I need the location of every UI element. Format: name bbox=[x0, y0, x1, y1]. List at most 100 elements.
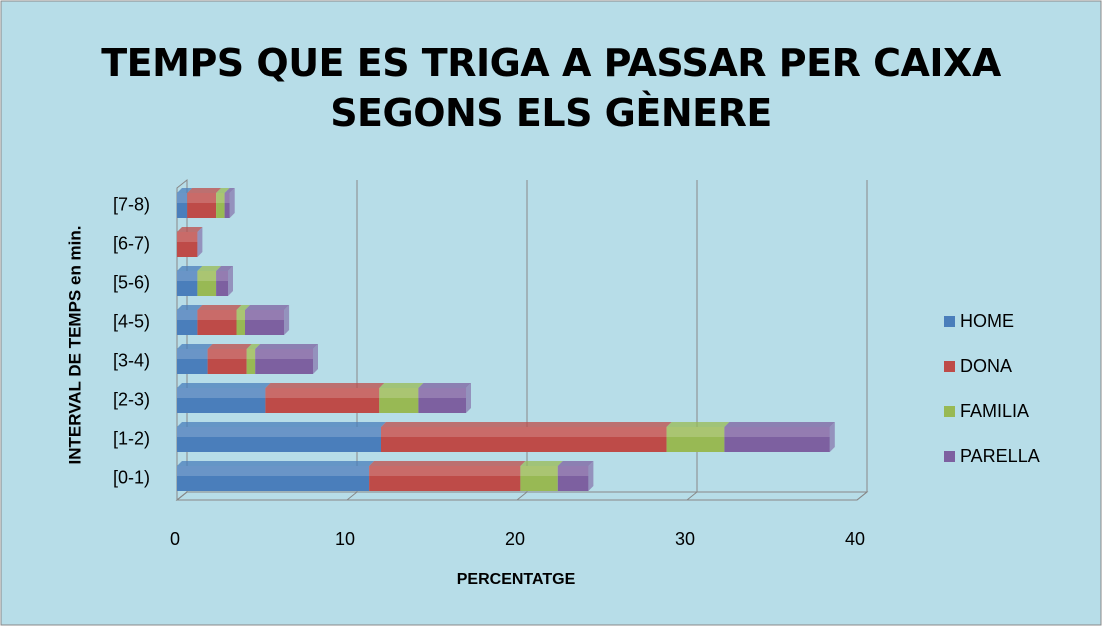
y-tick-label: [1-2) bbox=[113, 428, 150, 448]
bar bbox=[666, 427, 725, 452]
bar bbox=[197, 271, 217, 296]
x-tick-label: 20 bbox=[505, 529, 525, 549]
bar-top bbox=[246, 344, 261, 349]
bar-shine bbox=[197, 271, 217, 281]
bar bbox=[216, 193, 225, 218]
bar-side bbox=[197, 227, 203, 257]
bar bbox=[379, 388, 419, 413]
y-tick-label: [5-6) bbox=[113, 272, 150, 292]
grid-floor bbox=[516, 491, 528, 501]
legend-label: HOME bbox=[960, 311, 1014, 331]
bar-shine bbox=[265, 388, 380, 398]
bar-shine bbox=[177, 388, 266, 398]
bar-top bbox=[177, 305, 203, 310]
bar-top bbox=[187, 188, 222, 193]
legend-swatch bbox=[944, 406, 955, 417]
bar-top bbox=[557, 461, 594, 466]
grid-floor bbox=[176, 491, 188, 501]
bar bbox=[245, 310, 285, 335]
bar bbox=[265, 388, 380, 413]
bar-shine bbox=[177, 349, 208, 359]
y-tick-label: [7-8) bbox=[113, 194, 150, 214]
x-axis-label: PERCENTATGE bbox=[457, 571, 576, 588]
bar-shine bbox=[255, 349, 313, 359]
bar-shine bbox=[207, 349, 247, 359]
grid-floor bbox=[346, 491, 358, 501]
bar-shine bbox=[236, 310, 245, 320]
bar-shine bbox=[216, 193, 225, 203]
bar bbox=[520, 466, 558, 491]
x-tick-label: 30 bbox=[675, 529, 695, 549]
bar-shine bbox=[520, 466, 558, 476]
bar bbox=[724, 427, 830, 452]
bar bbox=[236, 310, 245, 335]
bar-top bbox=[177, 227, 203, 232]
bar-side bbox=[313, 344, 318, 374]
y-tick-label: [0-1) bbox=[113, 467, 150, 487]
bar-top bbox=[245, 305, 290, 310]
legend-swatch bbox=[944, 451, 955, 462]
bar-top bbox=[177, 266, 203, 271]
bar-top bbox=[255, 344, 318, 349]
grid-floor bbox=[856, 491, 868, 501]
bar-shine bbox=[557, 466, 589, 476]
bar-shine bbox=[177, 427, 381, 437]
bar-shine bbox=[177, 271, 198, 281]
bar-shine bbox=[197, 310, 237, 320]
bar bbox=[177, 466, 370, 491]
bar-shine bbox=[187, 193, 217, 203]
bar-top bbox=[224, 188, 235, 193]
bar-top bbox=[265, 383, 385, 388]
bar-side bbox=[588, 461, 594, 491]
legend-label: FAMILIA bbox=[960, 401, 1029, 421]
legend-label: PARELLA bbox=[960, 446, 1040, 466]
x-tick-label: 10 bbox=[335, 529, 355, 549]
y-tick-label: [3-4) bbox=[113, 350, 150, 370]
chart-title: TEMPS QUE ES TRIGA A PASSAR PER CAIXA SE… bbox=[101, 41, 1001, 135]
bar-top bbox=[177, 383, 271, 388]
bar bbox=[177, 193, 188, 218]
bar-top bbox=[520, 461, 563, 466]
bar-top bbox=[216, 188, 230, 193]
bar-shine bbox=[666, 427, 725, 437]
bar-top bbox=[177, 188, 193, 193]
bar-shine bbox=[245, 310, 285, 320]
bar bbox=[177, 271, 198, 296]
legend-swatch bbox=[944, 316, 955, 327]
bar bbox=[557, 466, 589, 491]
y-tick-label: [6-7) bbox=[113, 233, 150, 253]
bar bbox=[418, 388, 466, 413]
bar bbox=[187, 193, 217, 218]
y-tick-label: [2-3) bbox=[113, 389, 150, 409]
bar-shine bbox=[379, 388, 419, 398]
bar-top bbox=[381, 422, 672, 427]
bar-shine bbox=[381, 427, 667, 437]
bar-shine bbox=[224, 193, 230, 203]
bar bbox=[224, 193, 230, 218]
bar-shine bbox=[177, 466, 370, 476]
bar-side bbox=[466, 383, 471, 413]
y-axis-label: INTERVAL DE TEMPS en min. bbox=[65, 226, 84, 465]
legend-label: DONA bbox=[960, 356, 1012, 376]
bar bbox=[177, 310, 198, 335]
bar-top bbox=[197, 305, 242, 310]
x-tick-label: 0 bbox=[170, 529, 180, 549]
grid-floor bbox=[686, 491, 698, 501]
bar bbox=[381, 427, 667, 452]
bar-shine bbox=[418, 388, 466, 398]
bar-shine bbox=[724, 427, 830, 437]
bar bbox=[246, 349, 256, 374]
bar-top bbox=[418, 383, 471, 388]
bar-top bbox=[369, 461, 526, 466]
bar-top bbox=[379, 383, 424, 388]
bar-top bbox=[666, 422, 730, 427]
bar bbox=[177, 427, 381, 452]
bar-shine bbox=[177, 193, 188, 203]
bar-top bbox=[177, 344, 213, 349]
bar-side bbox=[228, 266, 233, 296]
bar-top bbox=[177, 461, 375, 466]
y-tick-label: [4-5) bbox=[113, 311, 150, 331]
bar bbox=[255, 349, 313, 374]
